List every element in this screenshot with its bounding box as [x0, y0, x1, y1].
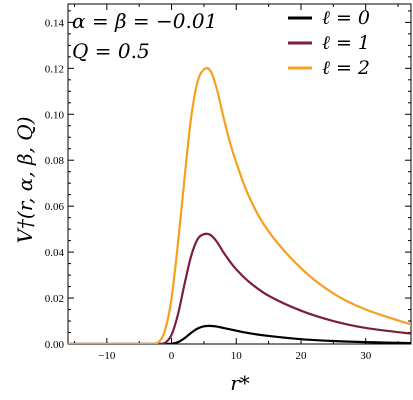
axes: −10 0 10 20 30 0.00 0.02 0.04 0.06 0.08 0.10 0.12 0.… — [45, 3, 412, 362]
y-tick-label: 0.10 — [45, 109, 65, 121]
series-layer — [68, 67, 411, 344]
x-tick-label: −10 — [98, 350, 116, 362]
x-tick-label: 20 — [295, 350, 307, 362]
series-line-l1 — [157, 232, 411, 344]
y-tick-label: 0.06 — [45, 201, 65, 213]
legend: ℓ = 0 ℓ = 1 ℓ = 2 — [288, 7, 370, 79]
y-tick-label: 0.00 — [45, 339, 65, 351]
series-line-l2 — [151, 67, 411, 344]
labels: α = β = −0.01 Q = 0.5 r* V†(r, α, β, Q) — [13, 9, 250, 395]
y-tick-label: 0.08 — [45, 155, 65, 167]
plot-frame — [67, 3, 412, 345]
legend-label-l2: ℓ = 2 — [322, 57, 370, 79]
legend-label-l0: ℓ = 0 — [322, 7, 370, 29]
y-tick-label: 0.14 — [45, 17, 65, 29]
x-tick-label: 0 — [169, 350, 175, 362]
y-axis-label: V†(r, α, β, Q) — [13, 116, 37, 243]
x-tick-label: 10 — [231, 350, 243, 362]
x-tick-label: 30 — [360, 350, 372, 362]
series-group-l2 — [68, 67, 411, 344]
y-tick-label: 0.12 — [45, 63, 64, 75]
y-tick-label: 0.02 — [45, 293, 64, 305]
series-group-l0 — [68, 324, 411, 344]
annotation-alpha-beta: α = β = −0.01 — [72, 9, 217, 33]
legend-label-l1: ℓ = 1 — [322, 32, 370, 54]
series-group-l1 — [68, 232, 411, 344]
series-line-l0 — [163, 324, 411, 344]
annotation-q: Q = 0.5 — [72, 39, 150, 63]
y-tick-label: 0.04 — [45, 247, 65, 259]
x-axis-label: r* — [230, 371, 250, 395]
